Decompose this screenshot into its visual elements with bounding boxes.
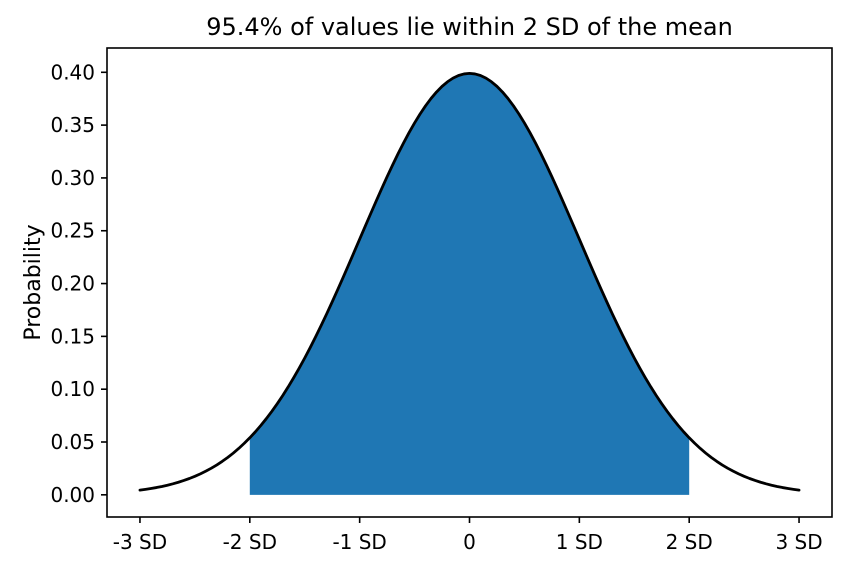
axis-ticks: -3 SD -2 SD -1 SD 0 1 SD 2 SD 3 SD 0.00 0.05 0.10… bbox=[50, 60, 822, 554]
x-tick-label: 2 SD bbox=[666, 530, 713, 554]
density-curve-path bbox=[138, 72, 801, 492]
y-tick-label: 0.30 bbox=[50, 166, 95, 190]
y-tick-label: 0.05 bbox=[50, 430, 95, 454]
x-tick-label: 3 SD bbox=[775, 530, 822, 554]
x-tick-label: 1 SD bbox=[556, 530, 603, 554]
y-axis-label: Probability bbox=[21, 224, 46, 340]
x-tick-label: -3 SD bbox=[113, 530, 167, 554]
x-tick-label: 0 bbox=[463, 530, 476, 554]
x-tick-label: -1 SD bbox=[332, 530, 386, 554]
y-tick-label: 0.00 bbox=[50, 483, 95, 507]
shaded-area-within-2sd bbox=[249, 73, 690, 495]
y-tick-label: 0.20 bbox=[50, 272, 95, 296]
shaded-area-path bbox=[249, 73, 690, 495]
y-tick-label: 0.10 bbox=[50, 377, 95, 401]
y-tick-label: 0.40 bbox=[50, 60, 95, 84]
chart-title: 95.4% of values lie within 2 SD of the m… bbox=[206, 13, 733, 41]
y-tick-label: 0.15 bbox=[50, 324, 95, 348]
density-curve bbox=[138, 72, 801, 492]
x-tick-label: -2 SD bbox=[223, 530, 277, 554]
y-tick-label: 0.25 bbox=[50, 219, 95, 243]
plot-border bbox=[106, 47, 833, 518]
y-tick-label: 0.35 bbox=[50, 113, 95, 137]
